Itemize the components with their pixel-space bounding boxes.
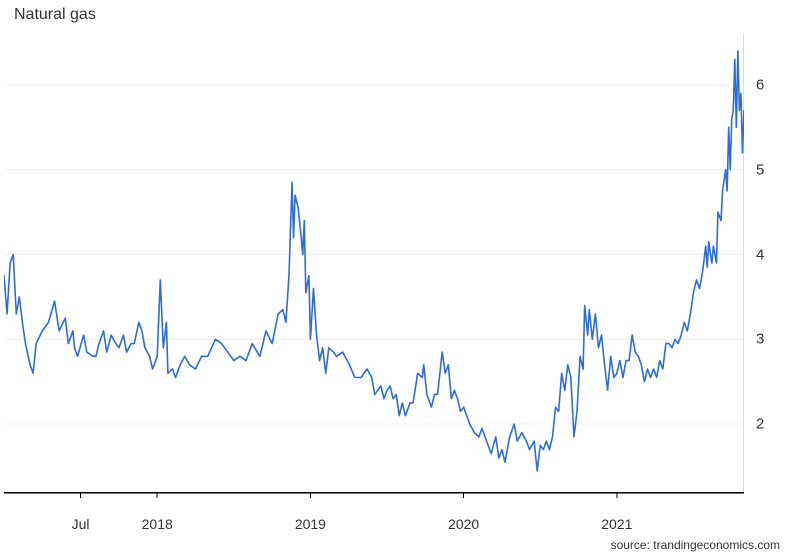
y-tick-label: 3 [756,331,764,348]
chart-title: Natural gas [14,6,96,24]
x-tick-label: 2019 [295,516,326,532]
y-tick-label: 4 [756,246,764,263]
x-axis-labels: Jul 2018 2019 2020 2021 [4,516,744,536]
x-tick-label: Jul [72,516,90,532]
x-tick-label: 2021 [601,516,632,532]
y-tick-label: 5 [756,161,764,178]
y-tick-label: 6 [756,76,764,93]
y-axis-labels: 2 3 4 5 6 [748,34,788,512]
chart-plot [4,34,744,512]
source-label: source: trandingeconomics.com [611,538,780,552]
y-tick-label: 2 [756,416,764,433]
chart-frame: Natural gas 2 3 4 5 6 Jul 2018 2019 2020 2021 so… [0,0,792,558]
chart-svg [4,34,744,512]
x-tick-label: 2018 [142,516,173,532]
x-tick-label: 2020 [448,516,479,532]
